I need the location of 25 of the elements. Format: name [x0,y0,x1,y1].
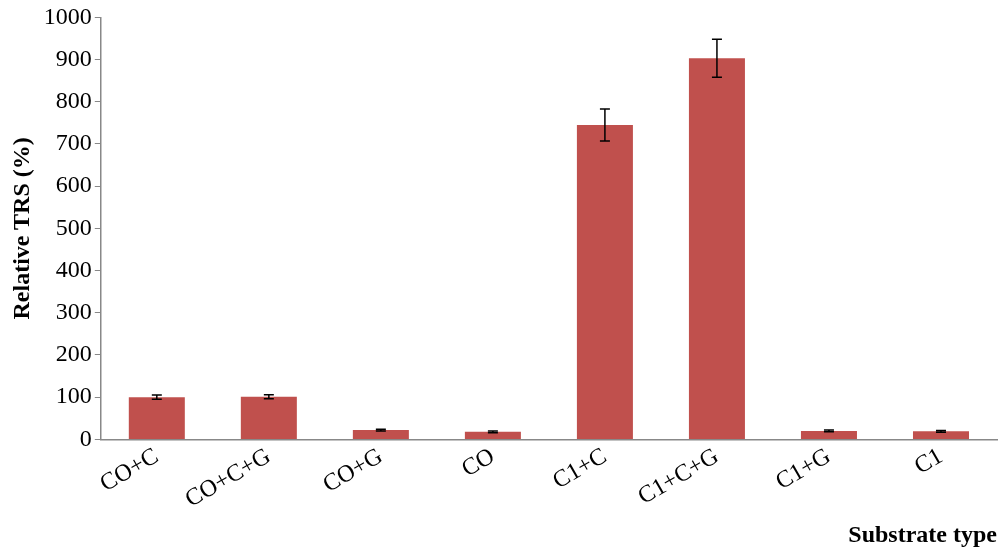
bar [912,431,969,439]
y-tick-label: 300 [55,298,92,325]
y-tick-label: 200 [55,340,92,367]
y-tick-label: 600 [55,171,92,198]
y-tick-label: 700 [55,129,92,156]
y-tick-label: 800 [55,87,92,114]
y-tick-label: 400 [55,255,92,282]
bar [128,397,185,439]
x-tick-label: C1 [909,442,947,479]
bar [352,430,409,439]
y-tick-label: 0 [79,424,92,451]
bar [464,431,521,439]
bar [576,125,633,439]
y-axis-title: Relative TRS (%) [7,137,34,320]
x-axis-title: Substrate type [848,520,998,547]
y-tick-label: 1000 [43,2,92,29]
bar [688,58,745,439]
x-tick-label: CO [456,442,499,482]
y-tick-label: 500 [55,213,92,240]
x-tick-label: C1+G [770,442,835,495]
bar [800,430,857,439]
y-tick-label: 900 [55,44,92,71]
bar [240,396,297,439]
x-tick-label: C1+C [547,442,611,494]
y-tick-label: 100 [55,382,92,409]
